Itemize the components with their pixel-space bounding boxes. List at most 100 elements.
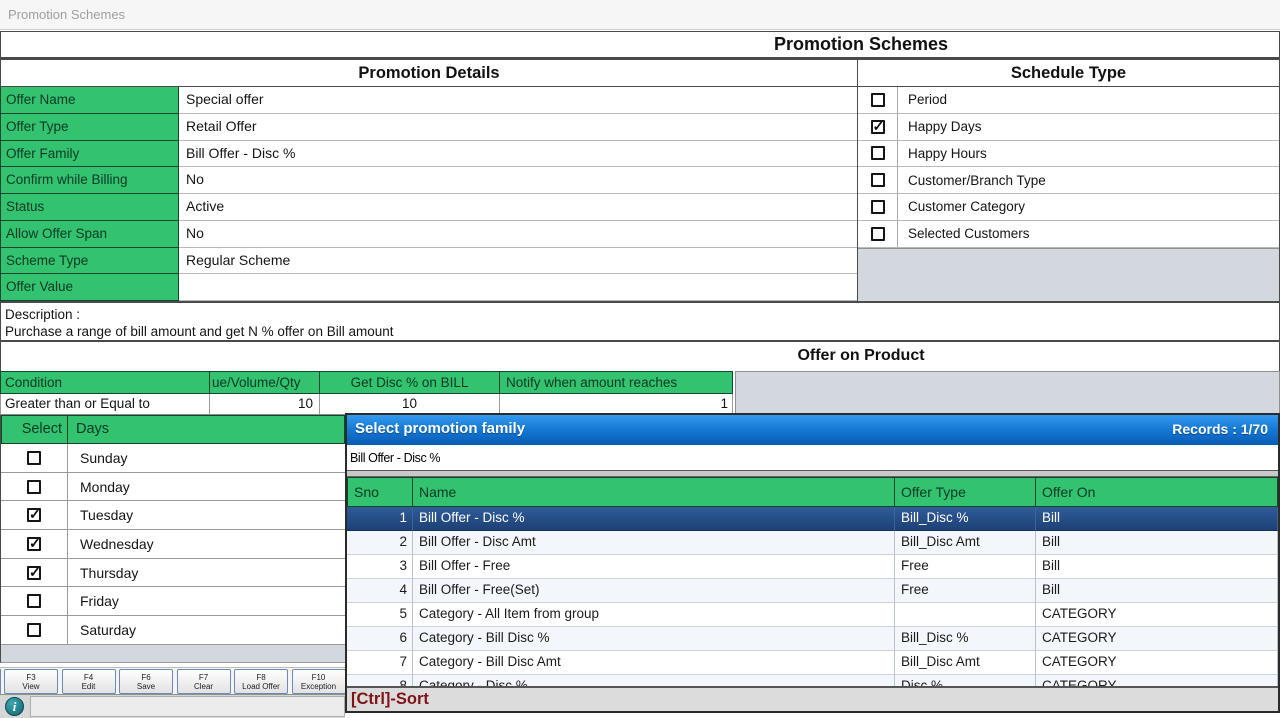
promotion-family-search-input[interactable] [347,445,1278,471]
detail-value[interactable]: No [179,167,857,194]
offer-on-product-row: Offer on Product [0,342,1280,371]
name-cell: Category - Disc % [413,675,895,686]
detail-value[interactable]: Regular Scheme [179,247,857,275]
select-days-table: Select Days Sunday Monday [0,415,345,645]
notify-cell[interactable]: 1 [500,394,733,415]
day-row[interactable]: Tuesday [1,501,345,531]
status-bar: i [0,694,345,718]
checkbox-cell[interactable] [1,558,68,587]
detail-label: Offer Family [0,140,179,168]
checkbox-cell[interactable] [1,587,68,616]
name-cell: Category - All Item from group [413,603,895,627]
function-key-button[interactable]: F6 Save [119,668,173,694]
info-icon[interactable]: i [5,697,24,716]
sno-cell: 4 [347,579,413,603]
schedule-type-row[interactable]: Customer/Branch Type [858,167,1279,194]
detail-value[interactable]: Retail Offer [179,113,857,141]
day-label: Wednesday [80,535,154,552]
day-row[interactable]: Saturday [1,616,345,645]
schedule-checkbox[interactable] [870,146,885,161]
function-key-button[interactable]: F8 Load Offer [234,668,288,694]
checkbox-cell[interactable] [1,444,68,472]
detail-label: Confirm while Billing [0,167,179,194]
schedule-checkbox[interactable] [870,199,885,214]
detail-value[interactable]: Active [179,194,857,221]
schedule-type-row[interactable]: Selected Customers [858,220,1279,248]
offer-on-cell: CATEGORY [1036,651,1278,675]
detail-value[interactable]: Bill Offer - Disc % [179,140,857,168]
status-field [30,696,345,717]
detail-value[interactable]: No [179,220,857,248]
function-key-code: F3 [26,672,36,682]
condition-filler-panel [735,371,1280,415]
promotion-family-row[interactable]: 2 Bill Offer - Disc Amt Bill_Disc Amt Bi… [347,531,1278,555]
promotion-family-row[interactable]: 7 Category - Bill Disc Amt Bill_Disc Amt… [347,651,1278,675]
condition-table-row[interactable]: Greater than or Equal to 10 10 1 [0,394,733,415]
window-title: Promotion Schemes [8,7,126,22]
detail-value[interactable]: Special offer [179,87,857,114]
promotion-family-row[interactable]: 8 Category - Disc % Disc % CATEGORY [347,675,1278,686]
day-checkbox[interactable] [27,506,41,523]
promotion-family-row[interactable]: 5 Category - All Item from group CATEGOR… [347,603,1278,627]
promotion-family-row[interactable]: 4 Bill Offer - Free(Set) Free Bill [347,579,1278,603]
checkbox-cell[interactable] [858,113,898,140]
offer-on-cell: Bill [1036,555,1278,579]
day-row[interactable]: Thursday [1,558,345,588]
function-key-code: F6 [141,672,151,682]
day-row[interactable]: Sunday [1,444,345,473]
schedule-checkbox[interactable] [870,226,885,241]
function-key-button[interactable]: F7 Clear [176,668,231,694]
condition-cell[interactable]: Greater than or Equal to [0,394,210,415]
offer-on-cell: Bill [1036,507,1278,531]
checkbox-cell[interactable] [858,220,898,247]
schedule-type-label: Customer/Branch Type [908,172,1046,188]
day-row[interactable]: Friday [1,587,345,617]
schedule-checkbox[interactable] [870,118,885,135]
dialog-table-body: 1 Bill Offer - Disc % Bill_Disc % Bill 2… [347,507,1278,686]
schedule-checkbox[interactable] [870,92,885,107]
day-checkbox[interactable] [27,622,41,637]
schedule-type-label: Happy Days [908,119,982,135]
schedule-type-row[interactable]: Period [858,87,1279,114]
checkbox-cell[interactable] [1,530,68,558]
checkbox-cell[interactable] [1,501,68,530]
offer-on-col-header: Offer On [1036,477,1278,507]
day-checkbox[interactable] [27,564,41,581]
function-key-button[interactable]: F10 Exception [291,668,346,694]
day-row[interactable]: Wednesday [1,530,345,559]
schedule-type-row[interactable]: Happy Days [858,113,1279,141]
promotion-family-row[interactable]: 1 Bill Offer - Disc % Bill_Disc % Bill [347,507,1278,531]
dialog-footer: [Ctrl]-Sort [347,686,1278,711]
checkbox-cell[interactable] [858,87,898,113]
checkbox-cell[interactable] [858,167,898,193]
schedule-checkbox[interactable] [870,173,885,188]
day-checkbox[interactable] [27,479,41,494]
day-checkbox[interactable] [27,450,41,465]
promotion-family-row[interactable]: 6 Category - Bill Disc % Bill_Disc % CAT… [347,627,1278,651]
checkbox-cell[interactable] [1,616,68,644]
checkbox-cell[interactable] [1,472,68,501]
detail-row: Status Active [0,194,857,221]
disc-cell[interactable]: 10 [320,394,500,415]
sno-cell: 8 [347,675,413,686]
day-label: Sunday [80,449,128,466]
schedule-type-label: Customer Category [908,199,1026,215]
day-checkbox[interactable] [27,594,41,609]
detail-value[interactable] [179,274,857,301]
day-row[interactable]: Monday [1,472,345,502]
function-key-button[interactable]: F4 Edit [61,668,116,694]
value-cell[interactable]: 10 [210,394,320,415]
checkbox-cell[interactable] [858,140,898,167]
description-label: Description : [5,307,81,322]
function-key-button[interactable]: F3 View [4,668,58,694]
offer-type-cell: Free [895,579,1036,603]
day-checkbox[interactable] [27,535,41,552]
offer-on-cell: Bill [1036,531,1278,555]
checkbox-cell[interactable] [858,194,898,220]
promotion-family-row[interactable]: 3 Bill Offer - Free Free Bill [347,555,1278,579]
day-label: Monday [80,478,130,495]
schedule-type-row[interactable]: Happy Hours [858,140,1279,168]
schedule-type-row[interactable]: Customer Category [858,194,1279,221]
function-key-code: F10 [311,672,326,682]
offer-on-cell: CATEGORY [1036,603,1278,627]
